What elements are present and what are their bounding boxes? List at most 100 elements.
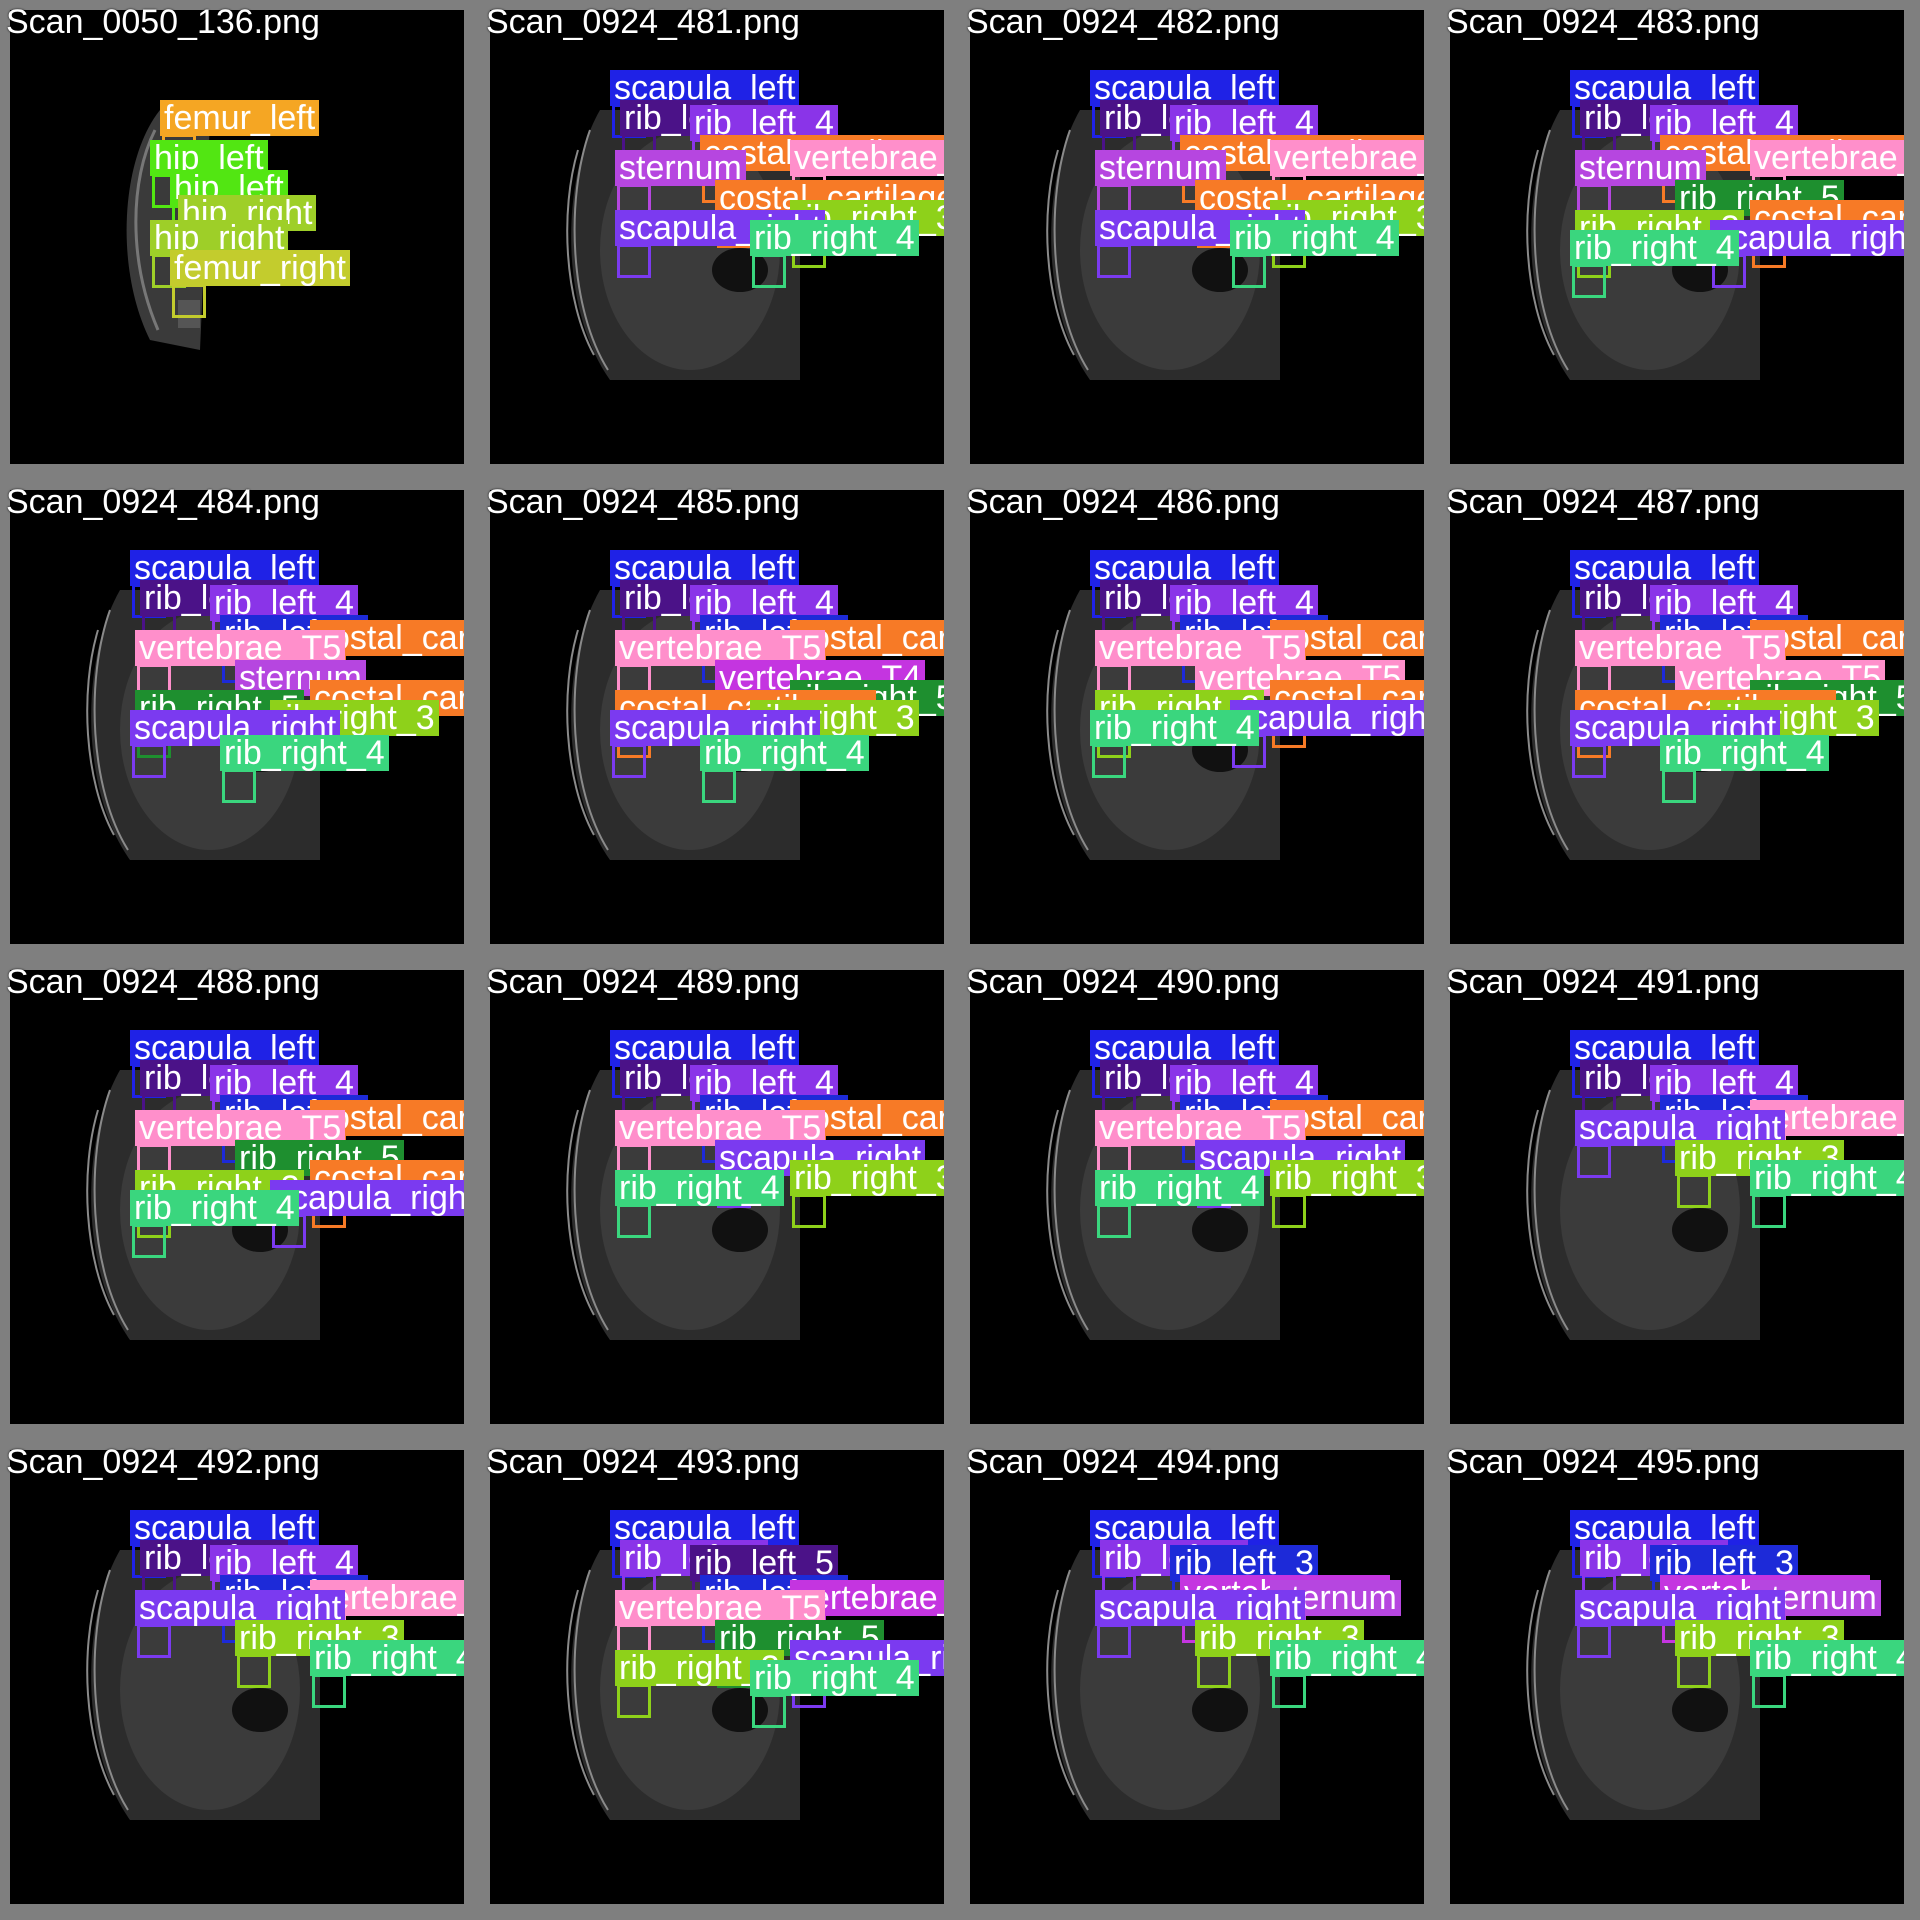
detection-box [1572, 264, 1606, 298]
detection-box [1097, 1624, 1131, 1658]
image-filename: Scan_0924_490.png [966, 963, 1280, 1001]
scan-tile: scapula_leftrib_left_5rib_left_4rib_left… [960, 480, 1440, 960]
detection-box [172, 284, 206, 318]
scan-tile: scapula_leftrib_left_5rib_left_4costal_c… [1440, 0, 1920, 480]
detection-box [1272, 1674, 1306, 1708]
detection-box [1232, 254, 1266, 288]
image-filename: Scan_0924_483.png [1446, 3, 1760, 41]
scan-panel: scapula_leftrib_left_4rib_left_5rib_left… [490, 1450, 944, 1904]
detection-box [1097, 244, 1131, 278]
detection-label: vertebrae_T5 [1270, 140, 1424, 176]
detection-box [132, 744, 166, 778]
scan-tile: scapula_leftrib_left_5rib_left_4rib_left… [480, 960, 960, 1440]
detection-label: rib_right_4 [700, 735, 869, 771]
detection-label: vertebrae_T5 [790, 140, 944, 176]
detection-label: rib_right_4 [1095, 1170, 1264, 1206]
detection-box [1572, 744, 1606, 778]
detection-label: rib_right_4 [310, 1640, 464, 1676]
detection-box [312, 1674, 346, 1708]
image-filename: Scan_0924_488.png [6, 963, 320, 1001]
detection-label: femur_right [170, 250, 350, 286]
detection-label: vertebrae_T5 [1750, 140, 1904, 176]
scan-panel: scapula_leftrib_left_5rib_left_4costal_c… [1450, 10, 1904, 464]
detection-box [1272, 1194, 1306, 1228]
scan-panel: scapula_leftrib_left_5rib_left_4costal_c… [970, 10, 1424, 464]
scan-tile: scapula_leftrib_left_4rib_left_5rib_left… [480, 1440, 960, 1920]
detection-box [617, 1204, 651, 1238]
image-filename: Scan_0924_493.png [486, 1443, 800, 1481]
image-filename: Scan_0924_489.png [486, 963, 800, 1001]
scan-tile: scapula_leftrib_left_5rib_left_4rib_left… [1440, 960, 1920, 1440]
scan-tile: femur_left hip_left hip_left hip_right hip_r… [0, 0, 480, 480]
detection-label: rib_right_4 [130, 1190, 299, 1226]
scan-panel: scapula_leftrib_left_5rib_left_4rib_left… [490, 970, 944, 1424]
detection-box [1752, 1194, 1786, 1228]
scan-tile: scapula_leftrib_left_5rib_left_4rib_left… [0, 960, 480, 1440]
image-filename: Scan_0924_484.png [6, 483, 320, 521]
detection-label: scapula_right [1230, 700, 1424, 736]
scan-panel: scapula_leftrib_left_5rib_left_4costal_c… [490, 10, 944, 464]
detection-label: rib_right_4 [220, 735, 389, 771]
image-filename: Scan_0924_492.png [6, 1443, 320, 1481]
scan-tile: scapula_leftrib_left_5rib_left_4costal_c… [480, 0, 960, 480]
detection-box [752, 254, 786, 288]
scan-tile: scapula_leftrib_left_5rib_left_4costal_c… [960, 0, 1440, 480]
detection-box [1097, 1204, 1131, 1238]
detection-box [792, 1194, 826, 1228]
scan-panel: scapula_leftrib_left_5rib_left_4rib_left… [10, 490, 464, 944]
detection-box [237, 1654, 271, 1688]
detection-box [132, 1224, 166, 1258]
scan-panel: scapula_leftrib_left_5rib_left_4rib_left… [1450, 970, 1904, 1424]
detection-box [1662, 769, 1696, 803]
detection-box [1197, 1654, 1231, 1688]
scan-tile: scapula_leftrib_left_4rib_left_3vertebra… [960, 1440, 1440, 1920]
detection-label: rib_right_4 [750, 220, 919, 256]
detection-label: femur_left [160, 100, 320, 136]
scan-panel: scapula_leftrib_left_5rib_left_4rib_left… [970, 970, 1424, 1424]
detection-box [617, 244, 651, 278]
detection-box [1092, 744, 1126, 778]
detection-label: rib_right_3 [1270, 1160, 1424, 1196]
image-filename: Scan_0924_482.png [966, 3, 1280, 41]
image-filename: Scan_0924_491.png [1446, 963, 1760, 1001]
detection-label: scapula_right [270, 1180, 464, 1216]
detection-label: rib_right_4 [1750, 1640, 1904, 1676]
detection-label: rib_right_4 [1230, 220, 1399, 256]
scan-panel: scapula_leftrib_left_5rib_left_4rib_left… [10, 970, 464, 1424]
detection-box [752, 1694, 786, 1728]
detection-label: rib_right_4 [1750, 1160, 1904, 1196]
scan-tile: scapula_leftrib_left_5rib_left_4rib_left… [480, 480, 960, 960]
scan-panel: scapula_leftrib_left_4rib_left_3vertebra… [970, 1450, 1424, 1904]
detection-label: rib_right_4 [1270, 1640, 1424, 1676]
detection-box [1677, 1174, 1711, 1208]
scan-tile: scapula_leftrib_left_5rib_left_4rib_left… [1440, 480, 1920, 960]
image-filename: Scan_0924_494.png [966, 1443, 1280, 1481]
detection-box [1577, 1144, 1611, 1178]
scan-panel: scapula_leftrib_left_5rib_left_4rib_left… [10, 1450, 464, 1904]
detection-box [1577, 1624, 1611, 1658]
scan-panel: femur_left hip_left hip_left hip_right hip_r… [10, 10, 464, 464]
detection-label: rib_right_4 [615, 1170, 784, 1206]
detection-box [1752, 1674, 1786, 1708]
scan-tile: scapula_leftrib_left_5rib_left_4rib_left… [0, 480, 480, 960]
detection-label: rib_right_3 [790, 1160, 944, 1196]
detection-box [612, 744, 646, 778]
scan-tile: scapula_leftrib_left_5rib_left_4rib_left… [0, 1440, 480, 1920]
scan-panel: scapula_leftrib_left_5rib_left_4rib_left… [1450, 490, 1904, 944]
detection-label: rib_right_4 [1570, 230, 1739, 266]
image-filename: Scan_0924_487.png [1446, 483, 1760, 521]
image-filename: Scan_0924_486.png [966, 483, 1280, 521]
detection-label: rib_right_4 [1090, 710, 1259, 746]
image-filename: Scan_0924_481.png [486, 3, 800, 41]
image-filename: Scan_0924_485.png [486, 483, 800, 521]
scan-panel: scapula_leftrib_left_5rib_left_4rib_left… [490, 490, 944, 944]
image-filename: Scan_0050_136.png [6, 3, 320, 41]
image-filename: Scan_0924_495.png [1446, 1443, 1760, 1481]
scan-panel: scapula_leftrib_left_5rib_left_4rib_left… [970, 490, 1424, 944]
detection-box [222, 769, 256, 803]
detection-label: rib_right_4 [750, 1660, 919, 1696]
scan-panel: scapula_leftrib_left_4rib_left_3vertebra… [1450, 1450, 1904, 1904]
detection-box [1677, 1654, 1711, 1688]
detection-label: scapula_right [1710, 220, 1904, 256]
